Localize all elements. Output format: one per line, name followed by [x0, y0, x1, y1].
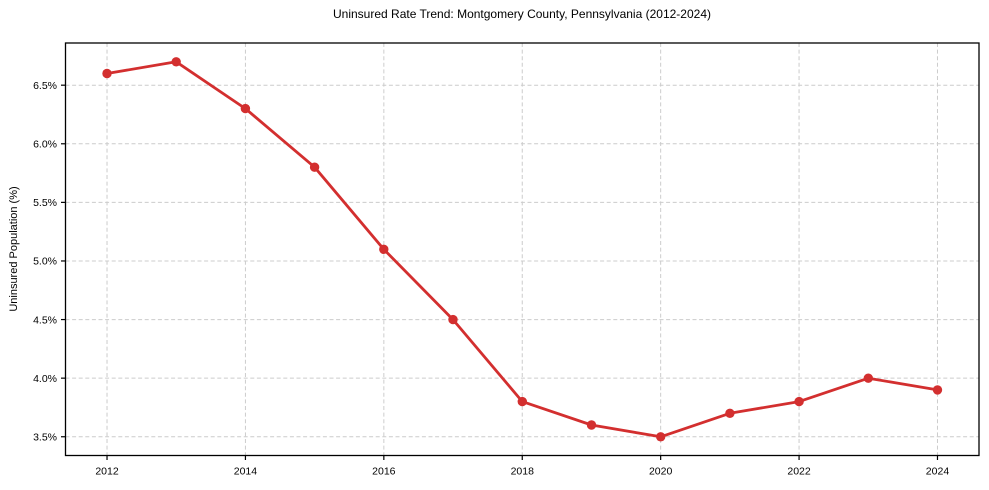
data-point-marker: [863, 373, 873, 383]
data-point-marker: [448, 314, 458, 325]
y-tick-label: 6.0%: [33, 138, 57, 150]
x-tick-label: 2024: [926, 466, 950, 478]
data-point-marker: [379, 244, 389, 254]
x-tick-label: 2022: [787, 466, 811, 478]
x-tick-label: 2020: [649, 466, 673, 478]
x-tick-label: 2012: [95, 466, 119, 478]
y-tick-label: 4.5%: [33, 314, 57, 326]
x-tick-label: 2014: [234, 466, 258, 478]
y-tick-label: 5.5%: [33, 197, 57, 209]
chart-title: Uninsured Rate Trend: Montgomery County,…: [333, 7, 711, 21]
y-tick-label: 6.5%: [33, 80, 57, 92]
y-tick-label: 4.0%: [33, 373, 57, 385]
x-tick-label: 2016: [372, 466, 396, 478]
x-tick-label: 2018: [511, 466, 535, 478]
data-point-marker: [171, 57, 181, 67]
data-point-marker: [586, 420, 597, 430]
data-point-marker: [932, 385, 943, 395]
data-point-marker: [656, 432, 666, 442]
y-tick-label: 5.0%: [33, 256, 57, 268]
data-point-marker: [725, 408, 735, 418]
y-tick-label: 3.5%: [33, 431, 57, 443]
data-point-marker: [102, 68, 112, 79]
data-point-marker: [240, 103, 251, 114]
data-point-marker: [309, 162, 320, 172]
data-point-marker: [517, 396, 527, 407]
data-point-marker: [794, 396, 804, 407]
